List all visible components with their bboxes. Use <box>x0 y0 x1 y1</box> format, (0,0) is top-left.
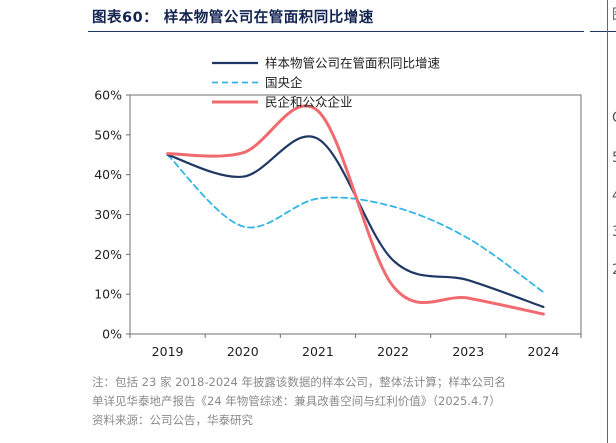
adjacent-panel-glyph: 图 <box>612 4 616 24</box>
line-chart: 0% 10% 20% 30% 40% 50% 60% 2019 2020 2021 2022 2023… <box>94 56 582 359</box>
note-line-2: 单详见华泰地产报告《24 年物管综述：兼具改善空间与红利价值》（2025.4.7… <box>92 394 501 408</box>
y-tick-label: 50% <box>94 127 122 142</box>
series-line-3 <box>166 104 545 316</box>
source-line: 资料来源：公司公告，华泰研究 <box>92 413 253 427</box>
adjacent-panel-edge <box>607 0 616 443</box>
figure-title: 图表60： 样本物管公司在管面积同比增速 <box>92 10 374 26</box>
legend-label-1: 样本物管公司在管面积同比增速 <box>265 56 441 71</box>
x-tick-label: 2019 <box>152 344 184 359</box>
x-tick-label: 2023 <box>452 344 484 359</box>
y-tick-label: 20% <box>94 247 122 262</box>
y-tick-label: 10% <box>94 287 122 302</box>
adjacent-divider <box>590 31 616 32</box>
plot-frame <box>129 94 582 335</box>
y-tick-label: 0% <box>102 327 122 342</box>
series-line-2 <box>166 153 545 294</box>
adjacent-panel-glyph: 5 <box>612 150 616 166</box>
y-tick-label: 60% <box>94 88 122 103</box>
x-tick-label: 2024 <box>528 344 560 359</box>
legend-label-3: 民企和公众企业 <box>265 95 353 110</box>
x-tick-label: 2022 <box>377 344 409 359</box>
adjacent-panel-glyph: C <box>612 110 616 126</box>
x-tick-label: 2020 <box>227 344 259 359</box>
series-line-1 <box>166 135 545 308</box>
note-line-1: 注：包括 23 家 2018-2024 年披露该数据的样本公司，整体法计算；样本… <box>92 375 506 389</box>
y-tick-label: 40% <box>94 167 122 182</box>
notes: 注：包括 23 家 2018-2024 年披露该数据的样本公司，整体法计算；样本… <box>92 373 587 430</box>
y-tick-label: 30% <box>94 207 122 222</box>
x-tick-label: 2021 <box>302 344 334 359</box>
legend-label-2: 国央企 <box>265 75 303 90</box>
adjacent-panel-glyph: 3 <box>612 224 616 240</box>
adjacent-panel-glyph: 2 <box>612 262 616 278</box>
adjacent-panel-glyph: 4 <box>612 188 616 204</box>
title-divider <box>88 31 584 32</box>
